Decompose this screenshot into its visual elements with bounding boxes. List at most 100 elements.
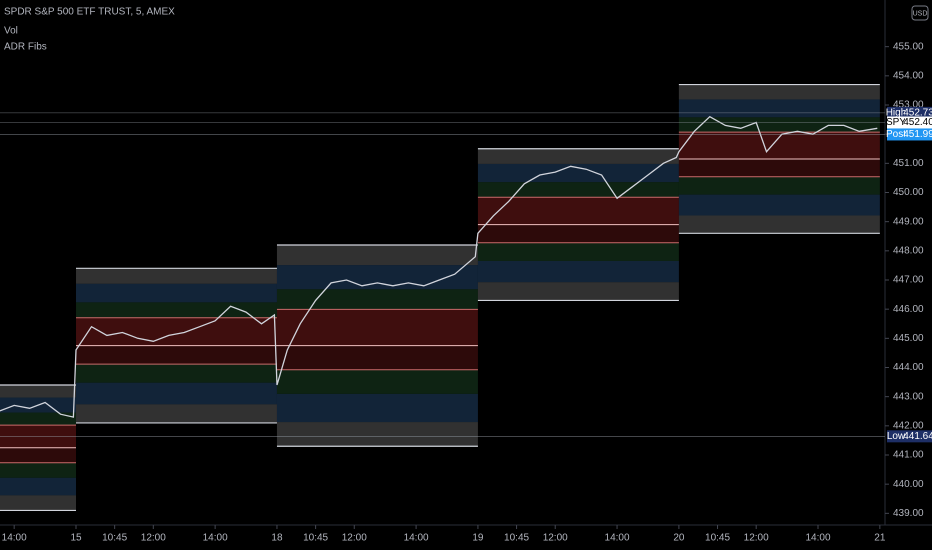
marker-value-box <box>905 430 932 443</box>
y-tick-label: 439.00 <box>893 508 924 519</box>
fib-band <box>678 84 880 100</box>
fib-band <box>276 265 478 290</box>
y-tick-label: 447.00 <box>893 275 924 286</box>
fib-band <box>76 382 277 405</box>
fib-band <box>76 268 277 284</box>
fib-band <box>477 163 679 183</box>
fib-band <box>0 462 77 478</box>
indicator-label: Vol <box>4 26 18 37</box>
fib-band <box>678 215 880 234</box>
y-tick-label: 450.00 <box>893 187 924 198</box>
adr-box <box>276 244 478 447</box>
fib-band <box>477 182 679 198</box>
marker-name-box <box>887 430 905 443</box>
x-tick-label: 10:45 <box>705 533 730 544</box>
price-line <box>0 115 878 418</box>
x-tick-label: 12:00 <box>543 533 568 544</box>
y-tick-label: 441.00 <box>893 450 924 461</box>
y-tick-label: 455.00 <box>893 41 924 52</box>
fib-band <box>276 422 478 447</box>
x-tick-label: 14:00 <box>203 533 228 544</box>
y-tick-label: 443.00 <box>893 391 924 402</box>
y-tick-label: 442.00 <box>893 420 924 431</box>
fib-band <box>0 447 77 463</box>
currency-badge[interactable] <box>911 5 929 21</box>
fib-band <box>0 412 77 426</box>
x-tick-label: 21 <box>874 533 886 544</box>
fib-band <box>76 283 277 303</box>
marker-value-box <box>905 128 932 141</box>
x-tick-label: 14:00 <box>2 533 27 544</box>
fib-band <box>0 495 77 511</box>
fib-band <box>678 99 880 118</box>
marker-name: Low <box>887 431 906 442</box>
marker-value: 452.73 <box>903 108 932 119</box>
marker-value-box <box>905 106 932 119</box>
x-tick-label: 20 <box>673 533 685 544</box>
y-tick-label: 449.00 <box>893 216 924 227</box>
x-tick-label: 10:45 <box>102 533 127 544</box>
fib-band <box>76 364 277 383</box>
indicator-label: ADR Fibs <box>4 42 47 53</box>
currency-label[interactable]: USD <box>913 10 928 17</box>
fib-band <box>276 309 478 346</box>
fib-band <box>477 224 679 243</box>
fib-band <box>276 393 478 423</box>
fib-band <box>276 289 478 310</box>
x-tick-label: 19 <box>472 533 484 544</box>
symbol-title: SPDR S&P 500 ETF TRUST, 5, AMEX <box>4 7 175 18</box>
fib-band <box>0 385 77 398</box>
fib-band <box>678 158 880 177</box>
fib-band <box>276 345 478 370</box>
x-tick-label: 14:00 <box>805 533 830 544</box>
x-tick-label: 14:00 <box>404 533 429 544</box>
y-tick-label: 453.00 <box>893 100 924 111</box>
fib-band <box>477 242 679 261</box>
y-tick-label: 445.00 <box>893 333 924 344</box>
fib-band <box>76 404 277 423</box>
y-tick-label: 451.00 <box>893 158 924 169</box>
fib-band <box>678 194 880 216</box>
marker-name: SPY <box>886 117 906 128</box>
y-tick-label: 454.00 <box>893 70 924 81</box>
x-tick-label: 14:00 <box>605 533 630 544</box>
fib-band <box>76 302 277 318</box>
marker-name-box <box>887 106 905 119</box>
x-tick-label: 12:00 <box>141 533 166 544</box>
fib-band <box>477 260 679 283</box>
adr-box <box>0 384 77 512</box>
plot-area <box>0 83 880 512</box>
fib-band <box>477 148 679 164</box>
marker-name-box <box>887 116 905 129</box>
fib-band <box>0 477 77 496</box>
x-tick-label: 18 <box>271 533 283 544</box>
marker-value: 452.40 <box>903 117 932 128</box>
fib-band <box>477 282 679 301</box>
adr-box <box>76 267 277 424</box>
y-tick-label: 440.00 <box>893 479 924 490</box>
marker-name-box <box>887 128 905 141</box>
fib-band <box>477 197 679 225</box>
fib-band <box>678 176 880 195</box>
marker-value: 441.64 <box>903 431 932 442</box>
marker-value: 451.99 <box>903 129 932 140</box>
fib-band <box>76 345 277 365</box>
fib-band <box>276 245 478 266</box>
marker-name: High <box>886 108 907 119</box>
marker-name: Post <box>886 129 906 140</box>
y-tick-label: 446.00 <box>893 304 924 315</box>
y-tick-label: 448.00 <box>893 245 924 256</box>
fib-band <box>76 317 277 346</box>
x-tick-label: 15 <box>70 533 82 544</box>
marker-value-box <box>905 116 932 129</box>
adr-box <box>477 148 679 302</box>
x-tick-label: 12:00 <box>342 533 367 544</box>
x-tick-label: 10:45 <box>504 533 529 544</box>
x-tick-label: 10:45 <box>303 533 328 544</box>
fib-band <box>276 369 478 394</box>
x-tick-label: 12:00 <box>744 533 769 544</box>
fib-band <box>678 117 880 133</box>
y-tick-label: 444.00 <box>893 362 924 373</box>
adr-box <box>678 83 880 234</box>
